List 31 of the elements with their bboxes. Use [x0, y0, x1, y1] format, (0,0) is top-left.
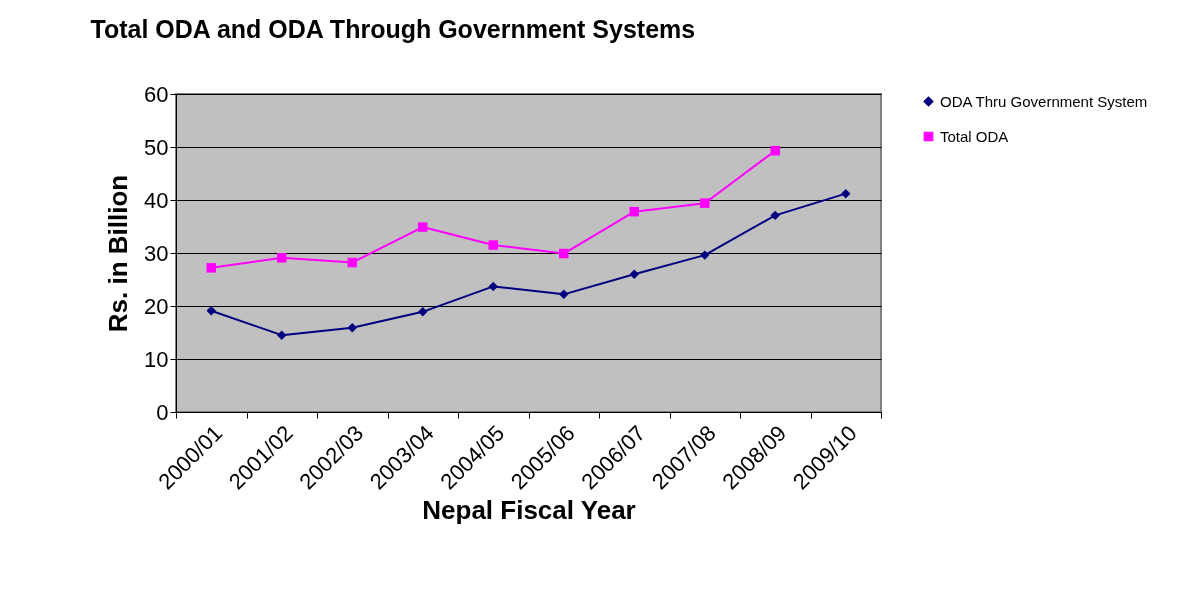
point	[559, 289, 569, 300]
legend-label: Total ODA	[940, 127, 1009, 145]
point	[206, 263, 216, 273]
y-tick-label: 60	[144, 81, 169, 107]
point	[700, 250, 710, 260]
y-tick-label: 50	[144, 134, 169, 160]
y-tick-label: 30	[144, 240, 169, 266]
chart-title: Total ODA and ODA Through Government Systems	[90, 15, 696, 43]
point	[488, 240, 498, 250]
x-axis-title: Nepal Fiscal Year	[422, 494, 636, 525]
point	[629, 206, 639, 217]
point	[770, 210, 780, 221]
point	[629, 269, 639, 279]
point	[277, 330, 287, 340]
point	[277, 253, 287, 263]
point	[347, 322, 357, 333]
point	[418, 307, 428, 317]
y-axis-title: Rs. in Billion	[103, 174, 134, 333]
y-tick-label: 20	[144, 293, 169, 319]
point	[770, 145, 780, 156]
point	[700, 198, 710, 208]
point	[488, 281, 498, 292]
y-tick-label: 10	[144, 346, 169, 372]
y-tick-label: 0	[156, 399, 169, 425]
point	[347, 257, 357, 268]
point	[418, 222, 428, 232]
y-tick-label: 40	[144, 187, 169, 213]
point	[841, 188, 851, 199]
point	[559, 248, 569, 259]
point	[206, 306, 216, 316]
legend-label: ODA Thru Government System	[940, 92, 1148, 110]
